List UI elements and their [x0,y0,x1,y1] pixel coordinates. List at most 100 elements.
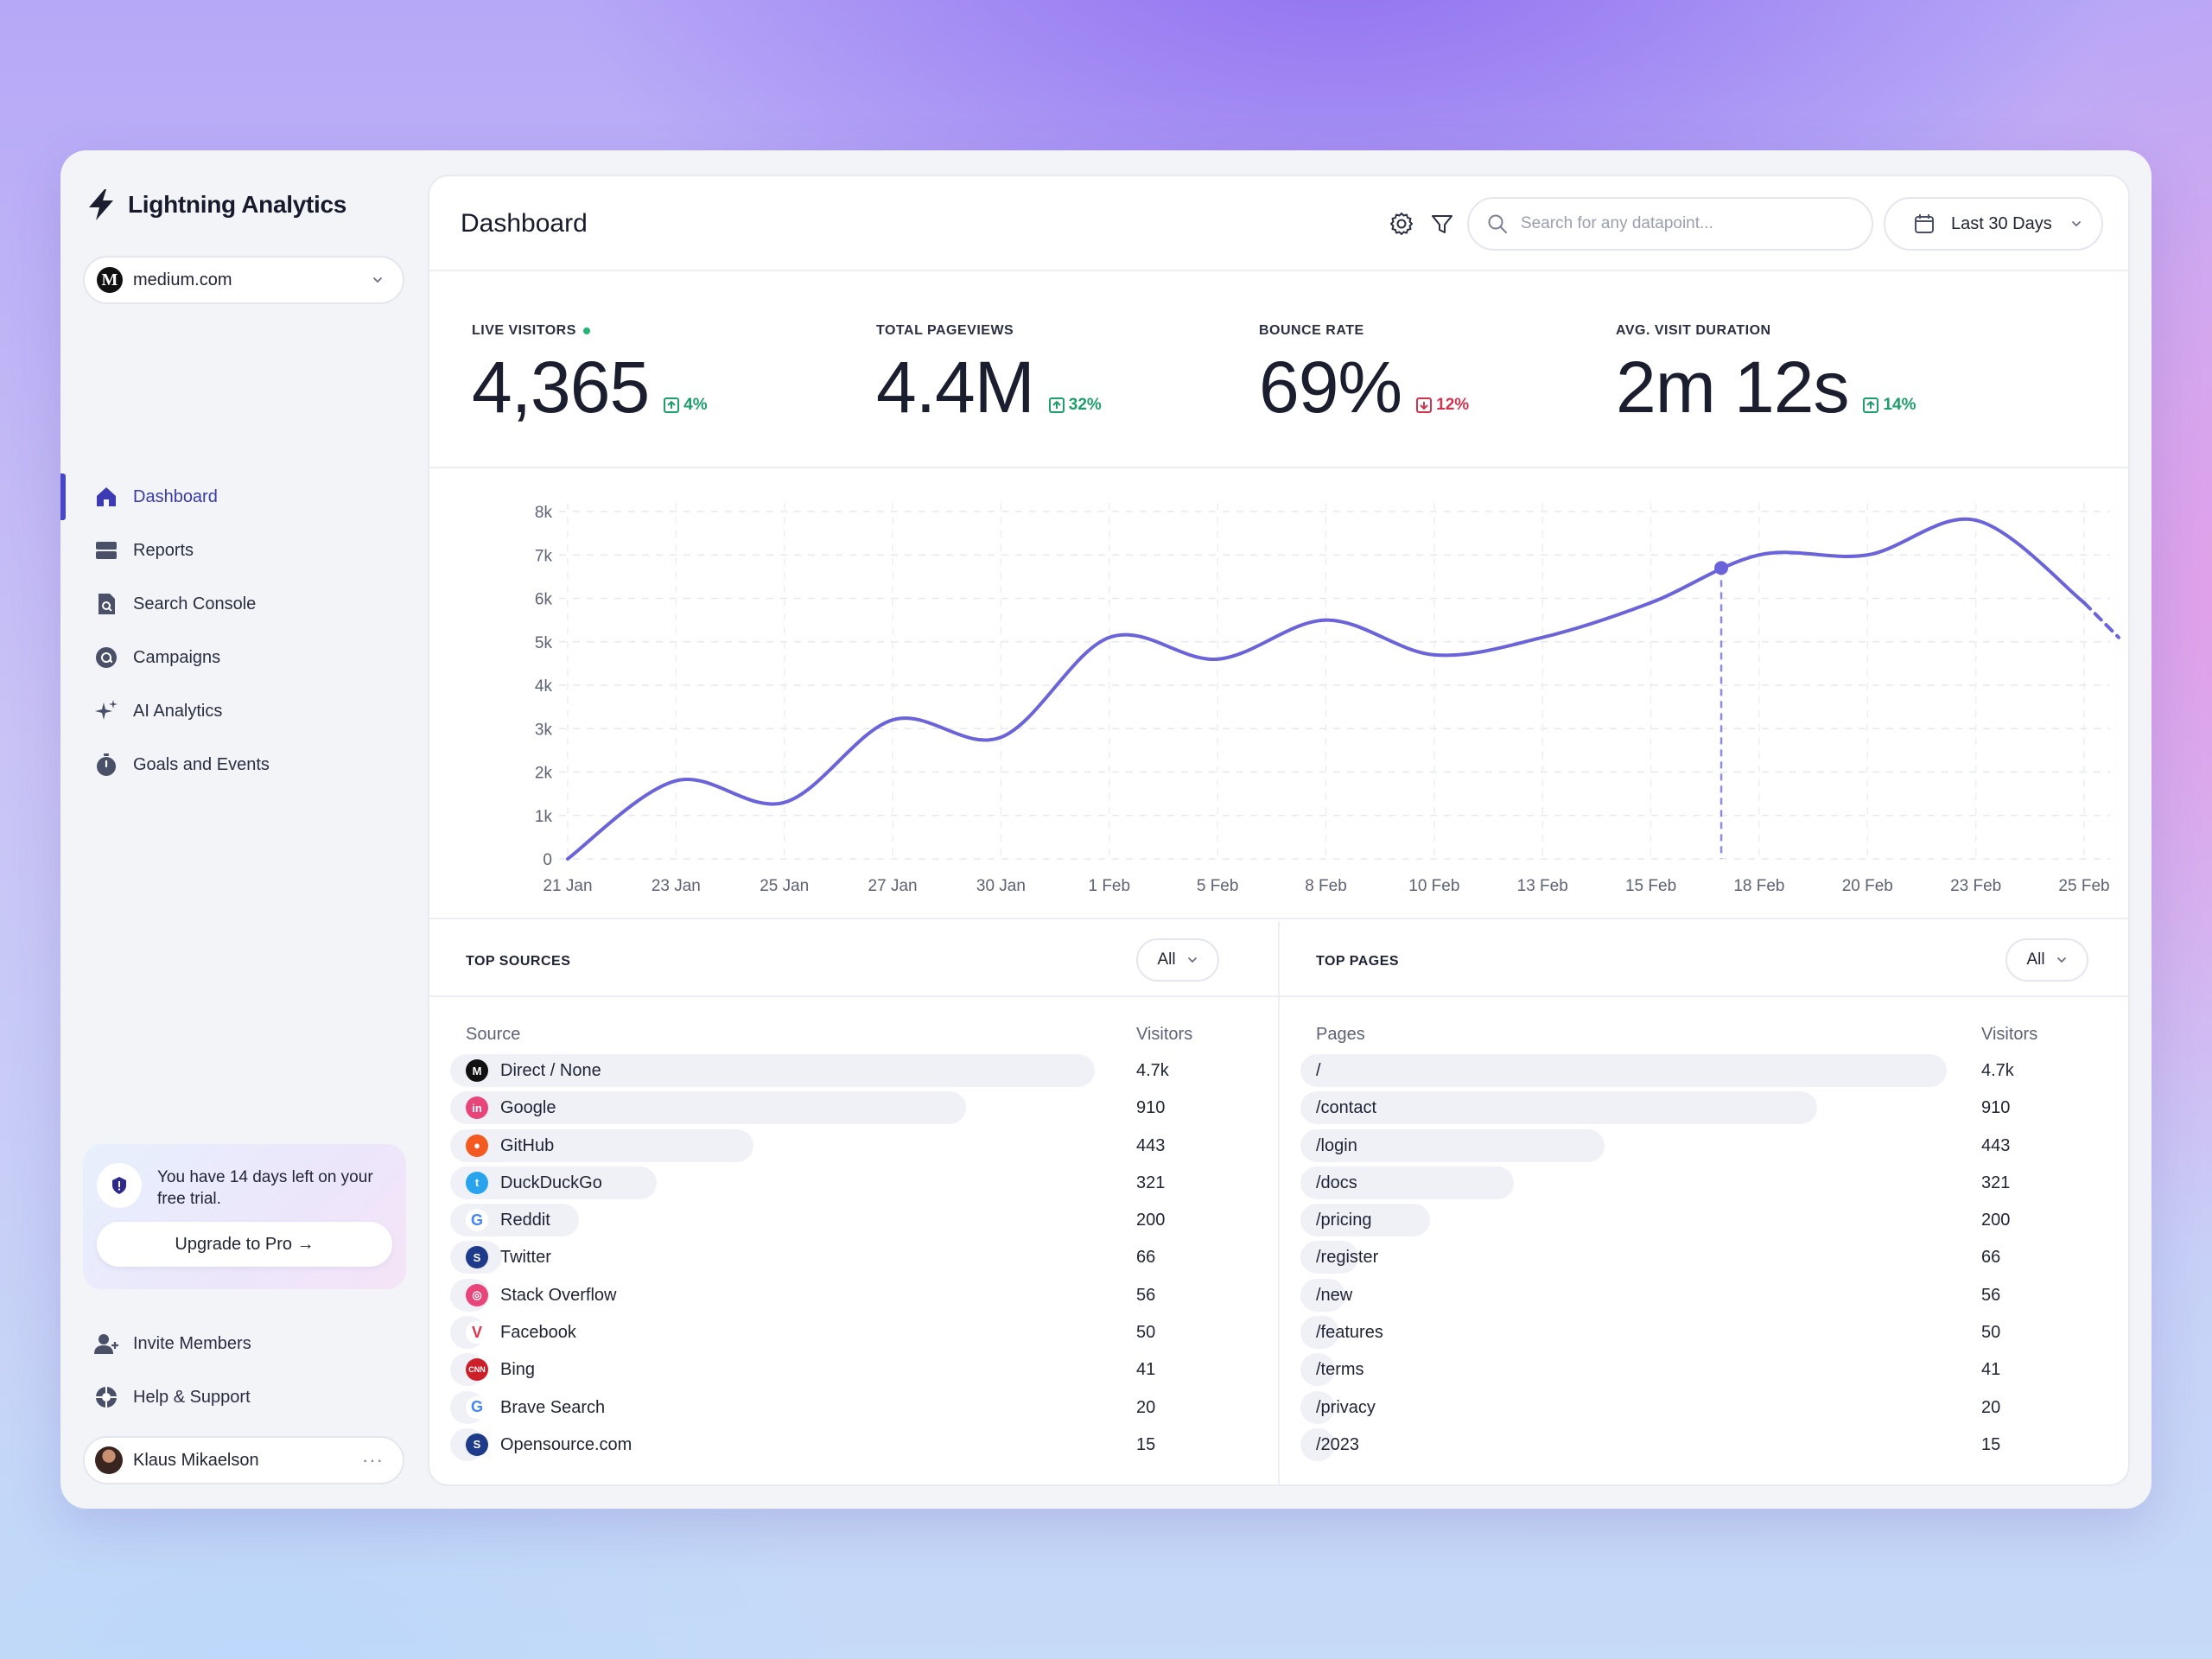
search-input[interactable] [1521,214,1849,233]
arrow-up-icon [664,397,680,413]
x-tick-label: 23 Jan [652,877,701,895]
column-header-visitors[interactable]: Visitors [1136,1025,1193,1044]
table-row[interactable]: M Direct / None 4.7k [429,1051,1278,1088]
page-title: Dashboard [461,209,588,238]
date-range-picker[interactable]: Last 30 Days [1884,197,2103,251]
reports-icon [96,542,117,559]
y-tick-label: 0 [543,851,552,869]
row-label: /new [1316,1285,1353,1305]
x-tick-label: 15 Feb [1625,877,1676,895]
x-tick-label: 25 Feb [2058,877,2109,895]
column-header-pages[interactable]: Pages [1316,1025,1365,1044]
nav-item-help-support[interactable]: Help & Support [60,1370,428,1424]
table-row[interactable]: t DuckDuckGo 321 [429,1163,1278,1200]
table-row[interactable]: G Brave Search 20 [429,1388,1278,1425]
table-row[interactable]: in Google 910 [429,1088,1278,1125]
stat-label: LIVE VISITORS [472,323,576,338]
column-header-source[interactable]: Source [466,1025,521,1044]
table-row[interactable]: /docs 321 [1280,1163,2128,1200]
row-label: / [1316,1061,1321,1080]
filter-icon[interactable] [1429,211,1455,237]
row-value: 321 [1981,1173,2011,1192]
nav-item-label: AI Analytics [133,701,223,721]
x-tick-label: 18 Feb [1733,877,1784,895]
x-tick-label: 23 Feb [1950,877,2001,895]
nav-item-search-console[interactable]: Search Console [60,577,428,631]
table-row[interactable]: S Twitter 66 [429,1237,1278,1274]
row-value: 41 [1981,1360,2001,1380]
highlight-point [1714,561,1729,575]
row-value: 50 [1981,1323,2001,1343]
table-row[interactable]: /new 56 [1280,1275,2128,1313]
row-value: 66 [1136,1248,1156,1268]
x-tick-label: 25 Jan [760,877,809,895]
row-label: /contact [1316,1098,1377,1118]
line-chart[interactable]: 0 1k 2k 3k 4k 5k 6k 7k 8k 21 Jan 23 Jan 25 Jan 27 Ja… [429,470,2130,919]
table-row[interactable]: ● GitHub 443 [429,1126,1278,1163]
share-bar [1300,1427,1335,1461]
table-row[interactable]: G Reddit 200 [429,1200,1278,1237]
table-row[interactable]: /2023 15 [1280,1425,2128,1462]
lifebuoy-icon [96,1387,117,1408]
table-row[interactable]: /privacy 20 [1280,1388,2128,1425]
stat-total-pageviews[interactable]: TOTAL PAGEVIEWS 4.4M 32% [876,323,1102,427]
share-bar [1300,1353,1335,1387]
y-tick-label: 3k [535,721,553,739]
share-bar [1300,1390,1335,1424]
table-row[interactable]: /register 66 [1280,1237,2128,1274]
user-menu[interactable]: Klaus Mikaelson ··· [83,1436,404,1484]
table-row[interactable]: /terms 41 [1280,1350,2128,1387]
site-selector-value: medium.com [133,270,232,289]
add-user-icon [94,1334,118,1354]
trial-message: You have 14 days left on your free trial… [157,1168,373,1208]
pages-filter-select[interactable]: All [2005,938,2088,982]
info-icon [97,1163,142,1208]
row-value: 56 [1981,1285,2001,1305]
table-row[interactable]: /contact 910 [1280,1088,2128,1125]
table-row[interactable]: ◎ Stack Overflow 56 [429,1275,1278,1313]
sources-filter-select[interactable]: All [1136,938,1219,982]
brand[interactable]: Lightning Analytics [86,188,346,221]
stat-avg-visit-duration[interactable]: AVG. VISIT DURATION 2m 12s 14% [1616,323,1916,427]
nav-item-dashboard[interactable]: Dashboard [60,470,428,524]
search-console-icon [99,594,115,614]
nav-item-label: Dashboard [133,486,218,506]
row-label: Bing [500,1360,536,1380]
stat-value: 69% [1259,346,1402,428]
more-icon[interactable]: ··· [362,1449,384,1471]
row-label: DuckDuckGo [500,1173,602,1192]
table-row[interactable]: V Facebook 50 [429,1313,1278,1350]
share-bar [450,1091,966,1125]
table-row[interactable]: CNN Bing 41 [429,1350,1278,1387]
app-window: Lightning Analytics M medium.com Dashboa… [60,150,2152,1509]
sidebar-bottom-nav: Invite Members Help & Support [60,1317,428,1424]
search-box[interactable] [1467,197,1873,251]
y-tick-label: 5k [535,634,553,652]
panel-title: TOP SOURCES [466,954,571,969]
site-selector[interactable]: M medium.com [83,256,404,304]
nav-item-goals-and-events[interactable]: Goals and Events [60,738,428,791]
stat-bounce-rate[interactable]: BOUNCE RATE 69% 12% [1259,323,1469,427]
table-row[interactable]: / 4.7k [1280,1051,2128,1088]
column-header-visitors[interactable]: Visitors [1981,1025,2038,1044]
arrow-up-icon [1863,397,1879,413]
row-value: 443 [1136,1135,1166,1155]
table-row[interactable]: /features 50 [1280,1313,2128,1350]
upgrade-button[interactable]: Upgrade to Pro → [97,1222,392,1267]
main-panel: Dashboard Last 30 Days LIVE VISITORS [428,175,2130,1486]
gear-icon[interactable] [1389,211,1414,237]
table-row[interactable]: S Opensource.com 15 [429,1425,1278,1462]
row-label: /features [1316,1323,1383,1343]
nav-item-reports[interactable]: Reports [60,524,428,577]
nav-item-campaigns[interactable]: Campaigns [60,631,428,684]
row-value: 4.7k [1981,1061,2014,1080]
table-row[interactable]: /pricing 200 [1280,1200,2128,1237]
nav-item-label: Help & Support [133,1387,251,1407]
stat-live-visitors[interactable]: LIVE VISITORS 4,365 4% [472,323,708,427]
table-row[interactable]: /login 443 [1280,1126,2128,1163]
stat-label: TOTAL PAGEVIEWS [876,323,1014,338]
nav-item-invite-members[interactable]: Invite Members [60,1317,428,1370]
medium-logo-icon: M [97,267,123,293]
nav-item-ai-analytics[interactable]: AI Analytics [60,684,428,738]
visitors-chart[interactable]: 0 1k 2k 3k 4k 5k 6k 7k 8k 21 Jan 23 Jan 25 Jan 27 Ja… [429,470,2128,919]
